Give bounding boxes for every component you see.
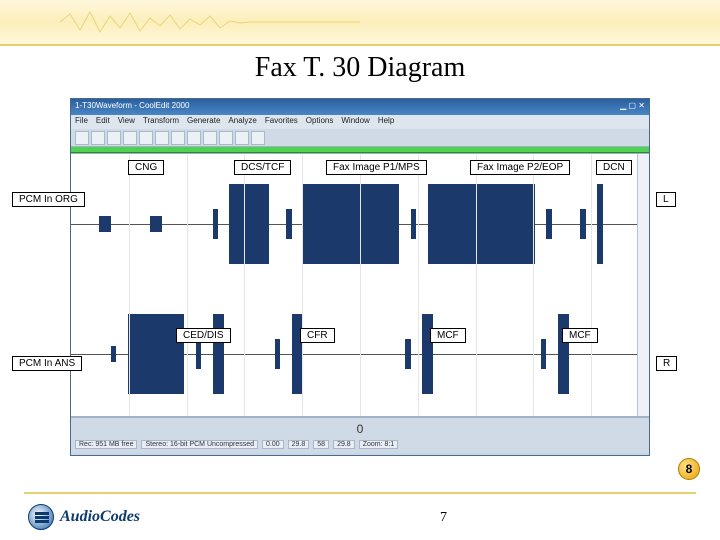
menu-item[interactable]: Window (341, 116, 369, 128)
amplitude-scale (637, 154, 649, 416)
waveform-channel-right (71, 294, 637, 414)
header-waveform-decor (60, 4, 360, 40)
slide-header-band (0, 0, 720, 46)
status-cell: 58 (313, 440, 329, 449)
toolbar-button[interactable] (203, 131, 217, 145)
menu-item[interactable]: Transform (143, 116, 179, 128)
waveform-burst (196, 339, 202, 369)
toolbar-button[interactable] (123, 131, 137, 145)
waveform-burst (411, 209, 417, 239)
menu-item[interactable]: Help (378, 116, 394, 128)
toolbar-button[interactable] (171, 131, 185, 145)
status-cell: 29.8 (288, 440, 310, 449)
menu-item[interactable]: File (75, 116, 88, 128)
signal-annotation: CED/DIS (176, 328, 231, 343)
logo-text: AudioCodes (60, 508, 140, 526)
waveform-burst (597, 184, 603, 264)
editor-toolbar (71, 129, 649, 147)
audio-editor-window: 1-T30Waveform - CoolEdit 2000 ▁ ▢ ✕ File… (70, 98, 650, 456)
toolbar-button[interactable] (139, 131, 153, 145)
window-controls: ▁ ▢ ✕ (620, 101, 645, 113)
grid-line (244, 154, 245, 416)
toolbar-button[interactable] (155, 131, 169, 145)
grid-line (302, 154, 303, 416)
menu-item[interactable]: Generate (187, 116, 220, 128)
waveform-burst (405, 339, 411, 369)
editor-titlebar: 1-T30Waveform - CoolEdit 2000 ▁ ▢ ✕ (71, 99, 649, 115)
grid-line (187, 154, 188, 416)
signal-annotation: Fax Image P2/EOP (470, 160, 570, 175)
grid-line (533, 154, 534, 416)
editor-window-title: 1-T30Waveform - CoolEdit 2000 (75, 101, 189, 113)
signal-annotation: Fax Image P1/MPS (326, 160, 427, 175)
footer-rule (24, 492, 696, 494)
waveform-burst (275, 339, 281, 369)
grid-line (129, 154, 130, 416)
toolbar-button[interactable] (91, 131, 105, 145)
status-cell: Rec: 951 MB free (75, 440, 137, 449)
waveform-burst (213, 314, 224, 394)
waveform-burst (303, 184, 399, 264)
waveform-burst (150, 216, 161, 232)
grid-line (418, 154, 419, 416)
page-number: 7 (440, 510, 447, 526)
slide-background: Fax T. 30 Diagram 1-T30Waveform - CoolEd… (0, 0, 720, 540)
waveform-burst (213, 209, 219, 239)
status-cell: Zoom: 8:1 (359, 440, 399, 449)
logo-icon (28, 504, 54, 530)
signal-annotation: MCF (430, 328, 466, 343)
signal-annotation: L (656, 192, 676, 207)
signal-annotation: PCM In ANS (12, 356, 82, 371)
toolbar-button[interactable] (75, 131, 89, 145)
editor-menubar[interactable]: File Edit View Transform Generate Analyz… (71, 115, 649, 129)
waveform-burst (428, 184, 536, 264)
waveform-burst (229, 184, 269, 264)
toolbar-button[interactable] (235, 131, 249, 145)
signal-annotation: CFR (300, 328, 335, 343)
waveform-burst (558, 314, 569, 394)
waveform-burst (99, 216, 110, 232)
page-badge: 8 (678, 458, 700, 480)
waveform-burst (541, 339, 547, 369)
grid-line (476, 154, 477, 416)
menu-item[interactable]: Analyze (228, 116, 256, 128)
brand-logo: AudioCodes (28, 504, 140, 530)
status-cell: Stereo: 16-bit PCM Uncompressed (141, 440, 258, 449)
signal-annotation: DCS/TCF (234, 160, 291, 175)
toolbar-button[interactable] (219, 131, 233, 145)
waveform-burst (580, 209, 586, 239)
waveform-channel-left (71, 164, 637, 284)
waveform-burst (546, 209, 552, 239)
toolbar-button[interactable] (107, 131, 121, 145)
signal-annotation: PCM In ORG (12, 192, 85, 207)
menu-item[interactable]: Edit (96, 116, 110, 128)
menu-item[interactable]: Options (306, 116, 334, 128)
editor-statusbar: 0 Rec: 951 MB free Stereo: 16-bit PCM Un… (71, 417, 649, 453)
grid-line (591, 154, 592, 416)
waveform-burst (111, 346, 117, 362)
status-cell: 29.8 (333, 440, 355, 449)
page-badge-value: 8 (686, 462, 693, 476)
status-cell: 0.00 (262, 440, 284, 449)
signal-annotation: MCF (562, 328, 598, 343)
menu-item[interactable]: Favorites (265, 116, 298, 128)
time-axis-center: 0 (75, 422, 645, 436)
signal-annotation: CNG (128, 160, 164, 175)
signal-annotation: DCN (596, 160, 632, 175)
waveform-area (71, 153, 649, 417)
slide-title: Fax T. 30 Diagram (0, 52, 720, 84)
waveform-burst (422, 314, 433, 394)
menu-item[interactable]: View (118, 116, 135, 128)
toolbar-button[interactable] (251, 131, 265, 145)
signal-annotation: R (656, 356, 677, 371)
grid-line (360, 154, 361, 416)
waveform-burst (286, 209, 292, 239)
toolbar-button[interactable] (187, 131, 201, 145)
waveform-burst (128, 314, 185, 394)
